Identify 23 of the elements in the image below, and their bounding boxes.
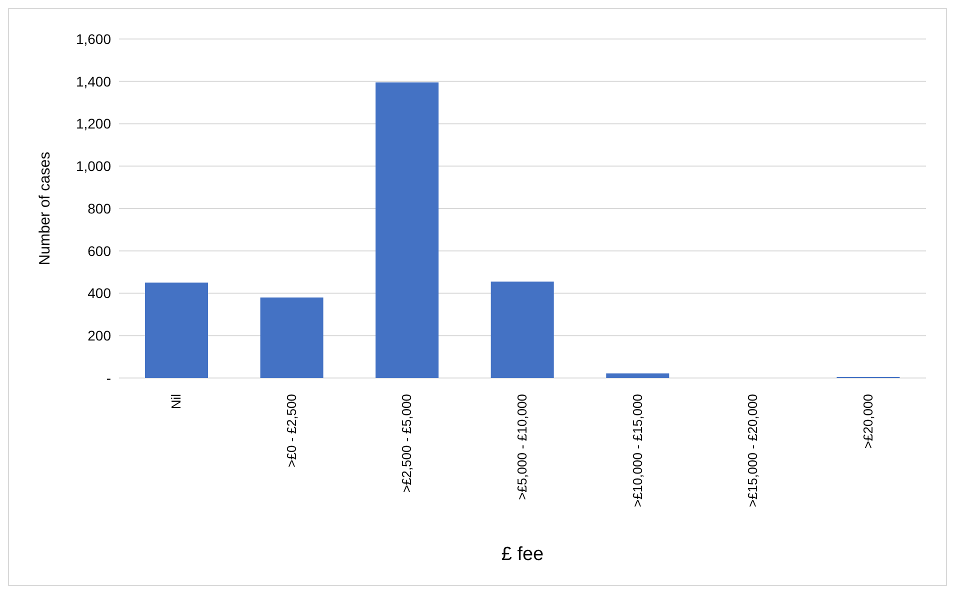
x-tick-label: >£0 - £2,500 — [284, 394, 299, 468]
x-axis-title: £ fee — [501, 544, 544, 565]
bar — [376, 82, 439, 378]
y-tick-label: 200 — [88, 328, 112, 344]
y-tick-label: 1,400 — [76, 73, 112, 90]
y-tick-label: 1,000 — [76, 158, 112, 174]
y-tick-label: 600 — [88, 242, 112, 259]
y-tick-label: 1,200 — [76, 116, 112, 132]
x-tick-label: >£15,000 - £20,000 — [745, 394, 760, 508]
bar — [490, 282, 554, 378]
y-axis-title: Number of cases — [36, 152, 54, 266]
x-tick-label: >£2,500 - £5,000 — [399, 394, 414, 493]
y-tick-label: 1,600 — [76, 30, 112, 47]
x-tick-label: Nil — [168, 394, 184, 410]
y-tick-label: 400 — [88, 285, 112, 302]
x-tick-label: >£5,000 - £10,000 — [514, 394, 530, 500]
bar — [145, 282, 208, 378]
y-tick-label: 800 — [88, 200, 112, 216]
bar — [260, 297, 324, 378]
y-tick-label: - — [106, 370, 112, 386]
x-tick-label: >£20,000 — [860, 394, 876, 449]
x-tick-label: >£10,000 - £15,000 — [630, 394, 645, 508]
bar — [606, 373, 670, 378]
